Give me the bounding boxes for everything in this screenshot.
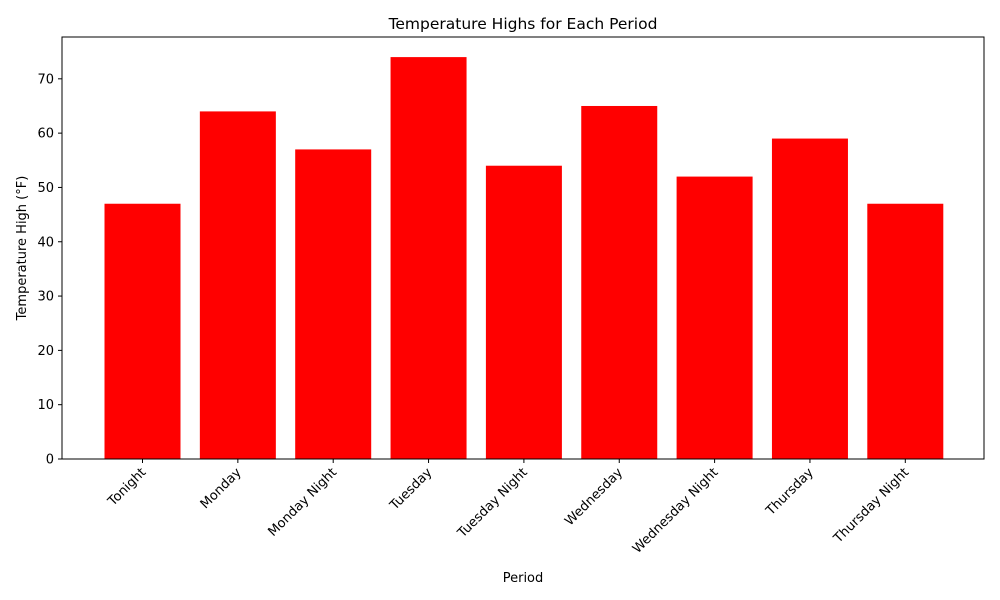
- x-axis-label: Period: [503, 571, 544, 586]
- y-tick-label: 20: [37, 344, 54, 359]
- bar-wednesday: [581, 105, 658, 459]
- y-tick-label: 70: [37, 72, 54, 87]
- y-axis-label: Temperature High (°F): [15, 176, 30, 322]
- chart-title: Temperature Highs for Each Period: [388, 15, 658, 33]
- y-tick-label: 30: [37, 290, 54, 305]
- bar-thursday: [771, 138, 848, 459]
- y-tick-label: 10: [37, 398, 54, 413]
- bar-tuesday-night: [485, 165, 562, 459]
- y-tick-label: 50: [37, 181, 54, 196]
- y-tick-label: 60: [37, 127, 54, 142]
- bar-monday: [199, 111, 276, 459]
- y-tick-label: 40: [37, 235, 54, 250]
- y-tick-label: 0: [46, 453, 54, 468]
- plot-area-frame: [61, 36, 985, 460]
- bar-monday-night: [295, 149, 372, 460]
- y-axis-ticks: 0 10 20 30 40 50 60 70: [37, 72, 62, 468]
- bar-wednesday-night: [676, 176, 753, 459]
- bar-tuesday: [390, 57, 467, 459]
- bars: [104, 57, 944, 460]
- bar-thursday-night: [867, 203, 944, 459]
- bar-tonight: [104, 203, 181, 459]
